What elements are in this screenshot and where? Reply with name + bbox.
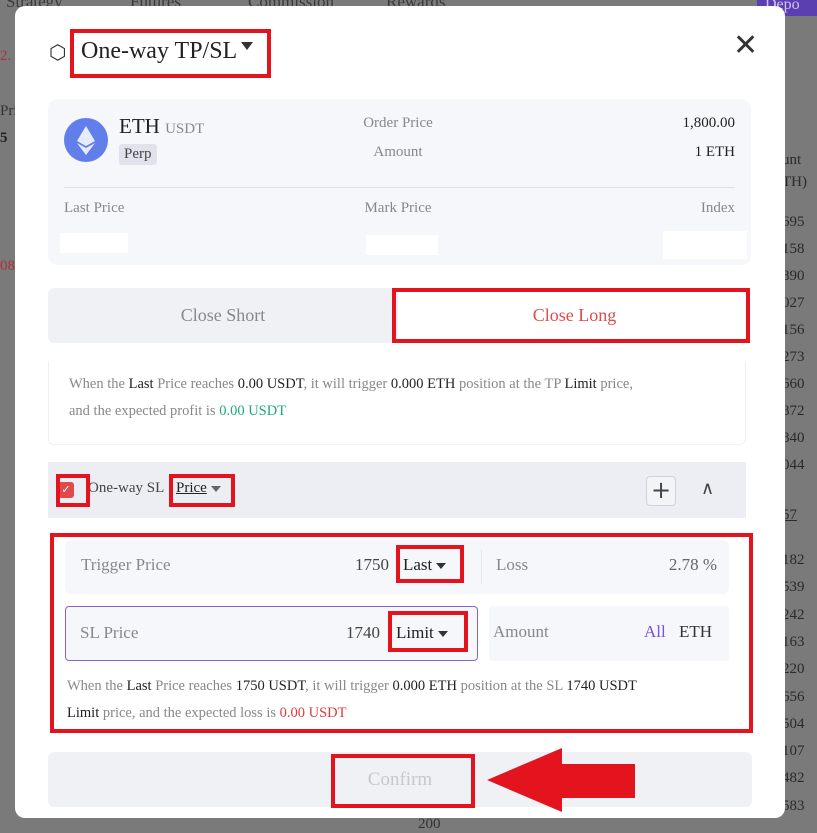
amount-row: Amount All ETH xyxy=(489,606,729,661)
sl-label: One-way SL xyxy=(88,480,165,496)
loss-label: Loss xyxy=(496,555,529,574)
loss-value: 2.78 % xyxy=(668,555,717,574)
mark-price-value xyxy=(366,235,438,255)
trigger-type-dropdown[interactable]: Last xyxy=(403,555,447,575)
tab-close-long[interactable]: Close Long xyxy=(398,288,751,343)
close-icon[interactable]: ✕ xyxy=(733,28,759,63)
divider xyxy=(64,187,735,188)
tpsl-modal: ⬡ One-way TP/SL ✕ ETH USDT Perp Order Pr… xyxy=(15,6,785,818)
bg-fragment: 2. xyxy=(0,48,12,64)
bg-order-book-value: 156 xyxy=(782,322,805,338)
bg-order-book-value: 890 xyxy=(782,268,805,284)
bg-tab-strategy[interactable]: Strategy xyxy=(6,0,63,12)
sl-mode-dropdown[interactable]: Price xyxy=(176,480,221,497)
bg-tab-futures[interactable]: Futures xyxy=(130,0,181,12)
amount-value: 1 ETH xyxy=(694,144,735,160)
bg-tab-commission[interactable]: Commission xyxy=(248,0,334,12)
bg-order-book-value: 583 xyxy=(782,797,805,814)
bg-fragment: Pri xyxy=(0,103,18,119)
expected-loss: 0.00 USDT xyxy=(279,705,347,721)
mode-selector[interactable]: One-way TP/SL xyxy=(81,38,254,65)
bg-order-book-value: 220 xyxy=(782,661,805,678)
bg-header: unt xyxy=(782,152,802,168)
bg-order-book-value: 872 xyxy=(782,403,805,419)
ethereum-icon xyxy=(64,118,108,162)
highlight-box xyxy=(56,474,90,507)
highlight-box xyxy=(169,474,235,507)
order-price-value: 1,800.00 xyxy=(682,115,736,131)
sl-checkbox[interactable]: ✓ xyxy=(58,482,74,498)
bg-order-book-value: 539 xyxy=(782,579,805,596)
sl-price-type-dropdown[interactable]: Limit xyxy=(396,623,448,643)
bg-order-book-value: 695 xyxy=(782,214,805,230)
trigger-price-input[interactable]: 1750 xyxy=(355,555,389,574)
bg-order-book-value: 273 xyxy=(782,349,805,365)
bg-right-mid: 57 xyxy=(782,507,797,523)
order-price-label: Order Price xyxy=(363,115,433,131)
bg-fragment: 5 xyxy=(0,130,8,146)
divider xyxy=(481,550,482,584)
amount-unit: ETH xyxy=(679,622,713,641)
bg-bottom-label: 200 xyxy=(418,816,441,832)
pair-base: ETH xyxy=(119,114,160,138)
bg-order-book-value: 044 xyxy=(782,457,805,473)
sl-info-text: When the Last Price reaches 1750 USDT, i… xyxy=(67,678,637,721)
bg-order-book-value: 242 xyxy=(782,606,805,623)
bg-order-book-value: 840 xyxy=(782,430,805,446)
sl-section-header: ✓ One-way SL Price + ∧ xyxy=(48,462,746,518)
perp-badge: Perp xyxy=(119,144,157,165)
bg-order-book-value: 163 xyxy=(782,633,805,650)
trigger-price-label: Trigger Price xyxy=(81,555,171,574)
position-info-card: ETH USDT Perp Order Price Amount 1,800.0… xyxy=(48,99,751,265)
highlight-box xyxy=(50,533,753,733)
bg-order-book-value: 182 xyxy=(782,552,805,568)
sl-amount-label: Amount xyxy=(493,622,549,641)
bg-order-book-value: 107 xyxy=(782,743,805,760)
bg-order-book-value: 504 xyxy=(782,715,805,732)
highlight-box xyxy=(392,288,750,343)
bg-order-book-value: 482 xyxy=(782,770,805,787)
highlight-box xyxy=(331,754,475,808)
bg-order-book-value: 158 xyxy=(782,241,805,257)
add-icon[interactable]: + xyxy=(646,476,676,506)
chevron-down-icon xyxy=(241,42,254,51)
index-value xyxy=(663,231,747,259)
sl-price-input[interactable]: 1740 xyxy=(346,623,380,642)
expected-profit: 0.00 USDT xyxy=(219,403,287,419)
highlight-box xyxy=(396,545,464,583)
last-price-value xyxy=(60,233,128,253)
tp-info-text: When the Last Price reaches 0.00 USDT, i… xyxy=(48,361,746,445)
highlight-box xyxy=(70,29,271,78)
modal-title: One-way TP/SL xyxy=(81,38,238,64)
sl-price-label: SL Price xyxy=(80,623,139,642)
amount-all-button[interactable]: All xyxy=(644,622,666,641)
pair-quote: USDT xyxy=(165,121,205,137)
bg-tab-rewards[interactable]: Rewards xyxy=(386,0,445,12)
amount-label: Amount xyxy=(373,144,423,160)
bg-order-book-value: 656 xyxy=(782,688,805,705)
tab-close-short[interactable]: Close Short xyxy=(180,305,266,325)
bg-order-book-value: 660 xyxy=(782,376,805,392)
bg-order-book-value: 027 xyxy=(782,295,805,311)
collapse-chevron-up-icon[interactable]: ∧ xyxy=(701,478,715,499)
arrow-annotation-icon xyxy=(487,748,635,812)
bg-fragment: 08 xyxy=(0,258,15,274)
index-label: Index xyxy=(700,200,735,216)
mark-price-label: Mark Price xyxy=(364,200,432,216)
highlight-box xyxy=(388,611,468,652)
tpsl-logo-icon: ⬡ xyxy=(49,42,67,64)
side-tabs: Close Short Close Long xyxy=(48,288,751,343)
bg-header: TH) xyxy=(782,174,807,190)
last-price-label: Last Price xyxy=(64,200,125,216)
